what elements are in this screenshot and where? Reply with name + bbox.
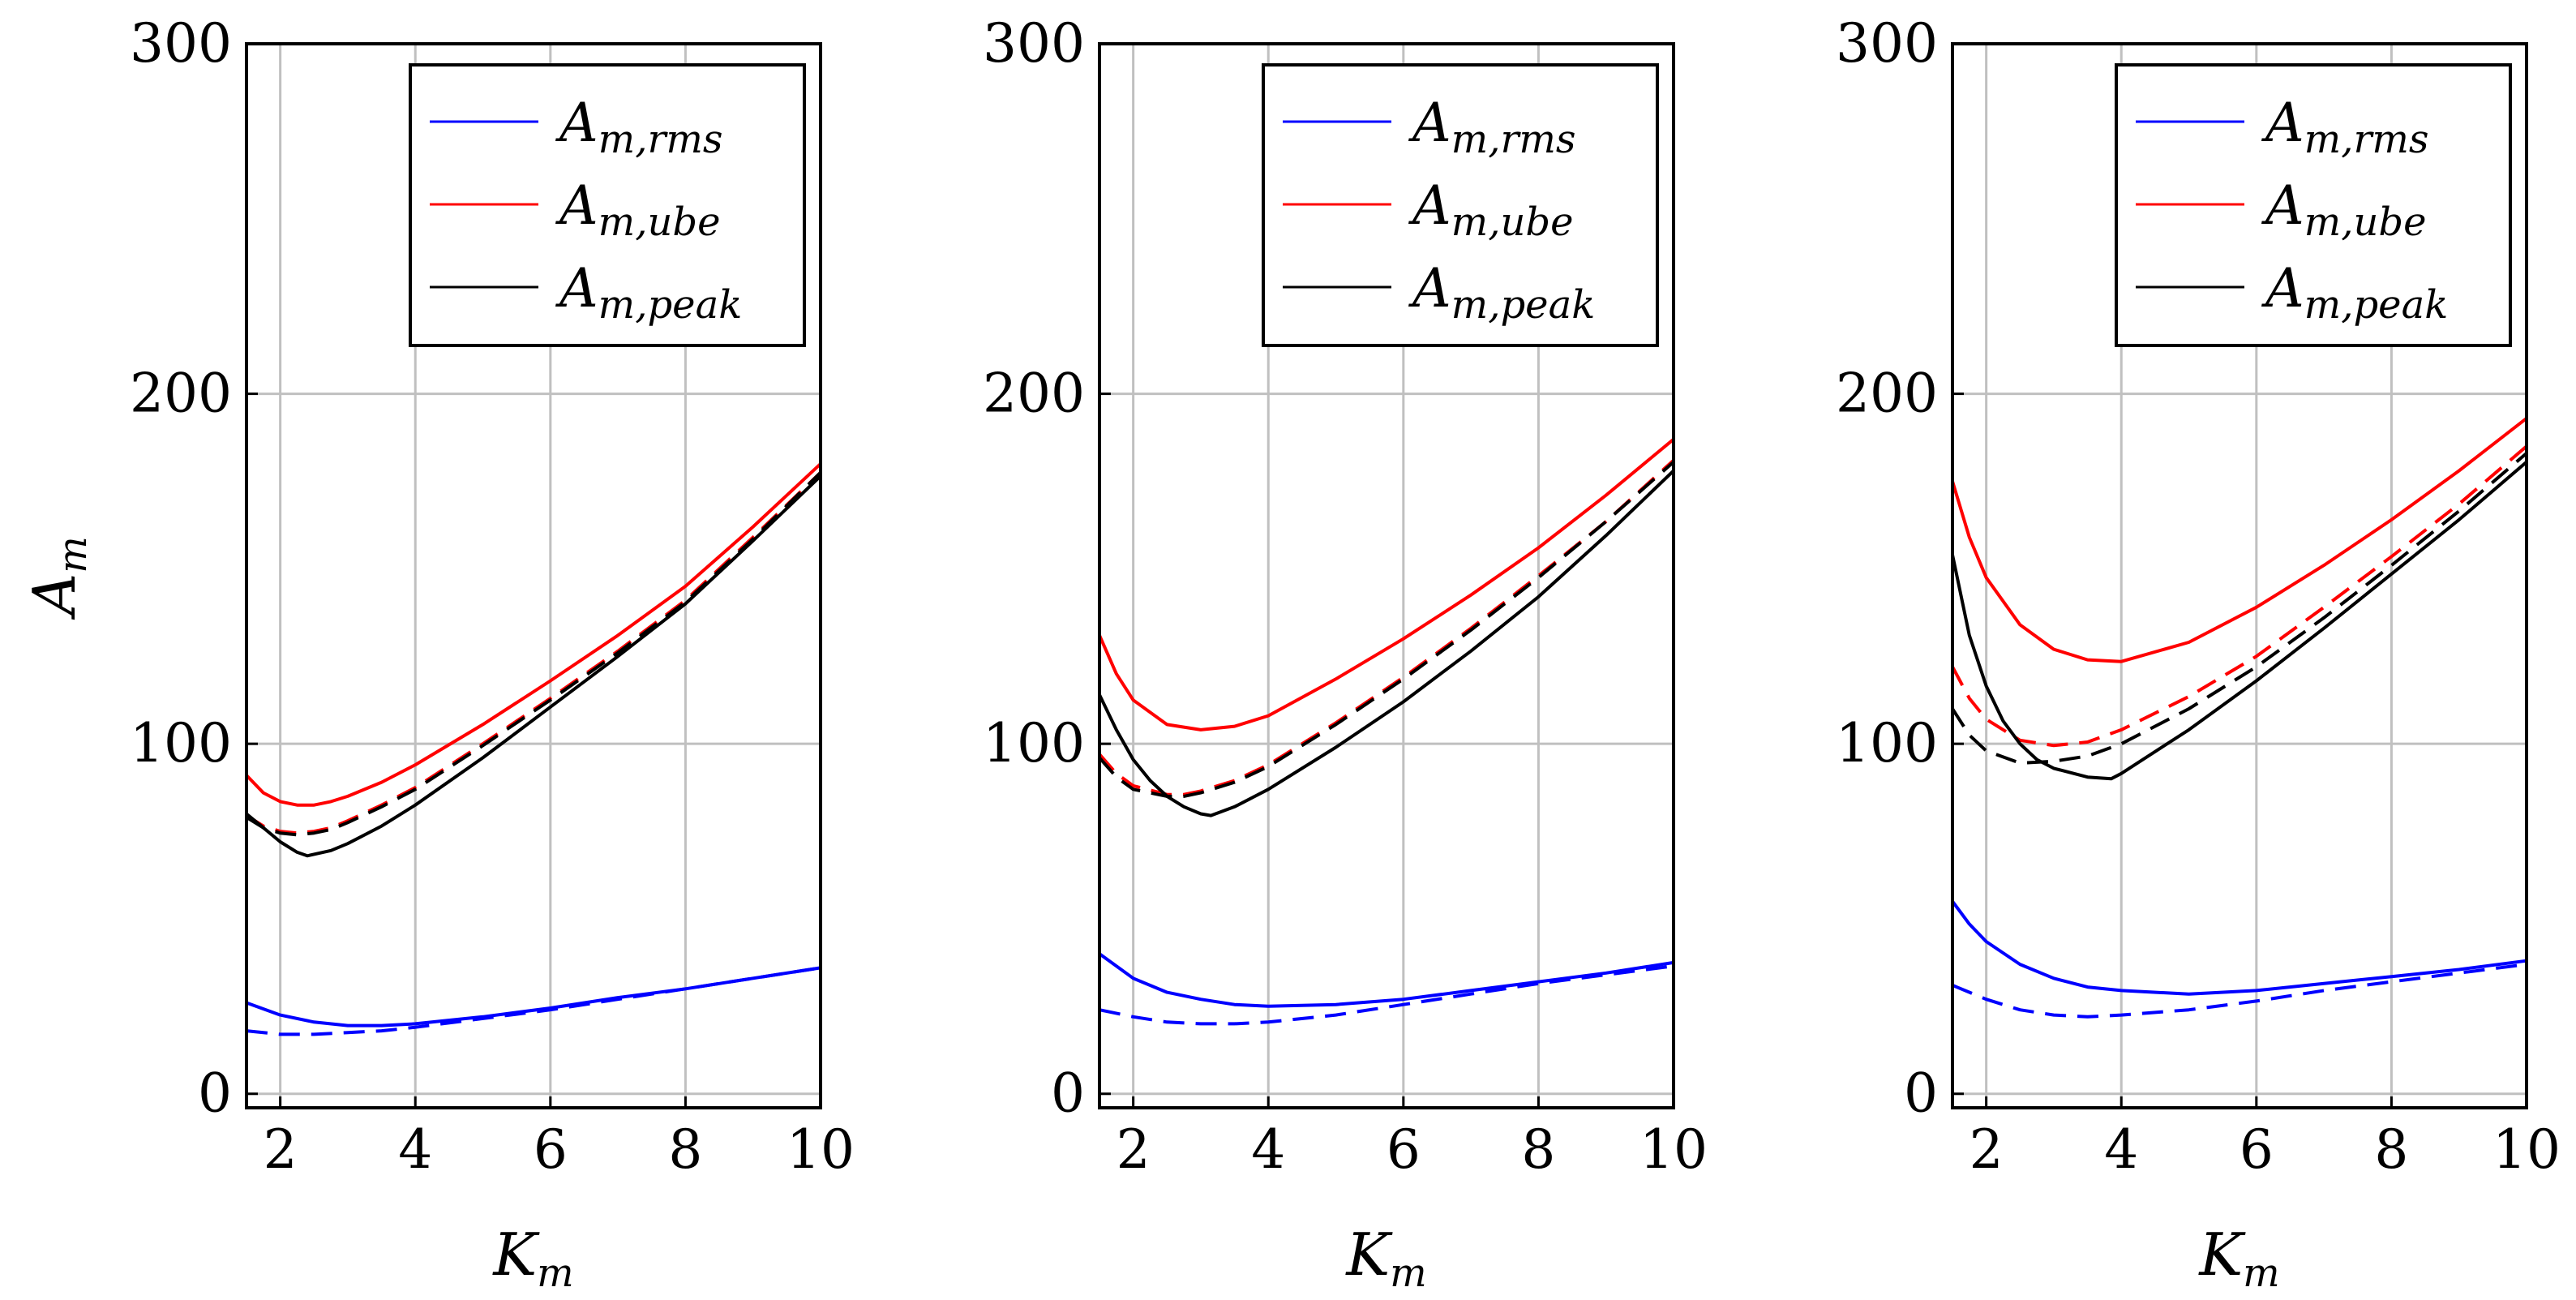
- legend-label-rms: Am,rms: [2261, 92, 2429, 162]
- legend: Am,rms Am,ube Am,peak: [2115, 63, 2512, 347]
- series-group: [1951, 417, 2528, 1019]
- legend-label-rms: Am,rms: [555, 92, 723, 162]
- x-tick-label: 4: [2104, 1118, 2138, 1181]
- y-tick-label: 100: [1836, 712, 1938, 774]
- y-tick-label: 300: [130, 12, 232, 75]
- series-line-a-m-ube: [245, 462, 822, 807]
- y-tick-label: 300: [1836, 12, 1938, 75]
- x-tick-label: 6: [1387, 1118, 1421, 1181]
- y-tick-label: 300: [983, 12, 1085, 75]
- series-line-a-m-ube: [1098, 438, 1675, 732]
- y-tick-label: 0: [1051, 1062, 1085, 1125]
- x-tick-label: 10: [1639, 1118, 1708, 1181]
- x-axis-label: Km: [491, 1221, 573, 1296]
- x-tick-label: 10: [2492, 1118, 2561, 1181]
- y-axis-label: Am: [20, 536, 96, 620]
- x-tick-label: 8: [2374, 1118, 2408, 1181]
- plot-frame: [245, 42, 822, 1109]
- y-tick-label: 200: [983, 363, 1085, 425]
- x-tick-label: 2: [1970, 1118, 2004, 1181]
- y-tick-label: 200: [1836, 363, 1938, 425]
- series-line-a-m-rms: [1951, 900, 2527, 996]
- x-tick-label: 4: [1251, 1118, 1285, 1181]
- x-tick-label: 6: [2240, 1118, 2274, 1181]
- series-group: [1098, 438, 1675, 1026]
- series-line-a-m-peak: [245, 474, 822, 858]
- y-tick-label: 100: [983, 712, 1085, 774]
- legend-label-ube: Am,ube: [2261, 174, 2427, 245]
- x-tick-label: 10: [787, 1118, 855, 1181]
- series-line-a-m-ube: [1951, 417, 2528, 663]
- x-tick-label: 8: [668, 1118, 702, 1181]
- legend-label-ube: Am,ube: [555, 174, 721, 245]
- series-line-a-m-rms-dashed: [1099, 964, 1674, 1026]
- x-axis-label: Km: [2197, 1221, 2279, 1296]
- series-group: [245, 462, 822, 1036]
- plot-frame: [1098, 42, 1675, 1109]
- plot-frame: [1951, 42, 2528, 1109]
- x-tick-label: 4: [398, 1118, 432, 1181]
- series-line-a-m-peak: [1951, 461, 2528, 781]
- legend: Am,rms Am,ube Am,peak: [1262, 63, 1659, 347]
- legend-label-peak: Am,peak: [1408, 257, 1595, 328]
- x-tick-label: 2: [1117, 1118, 1151, 1181]
- legend-label-peak: Am,peak: [2261, 257, 2448, 328]
- y-tick-label: 0: [198, 1062, 232, 1125]
- legend-label-peak: Am,peak: [555, 257, 742, 328]
- legend: Am,rms Am,ube Am,peak: [409, 63, 806, 347]
- series-line-a-m-rms-dashed: [246, 966, 821, 1036]
- y-tick-label: 0: [1904, 1062, 1938, 1125]
- series-line-a-m-rms: [1098, 952, 1674, 1008]
- x-tick-label: 8: [1521, 1118, 1555, 1181]
- series-line-a-m-rms: [246, 966, 821, 1028]
- y-tick-label: 200: [130, 363, 232, 425]
- series-line-a-m-peak-dashed: [245, 471, 822, 837]
- x-tick-label: 2: [264, 1118, 298, 1181]
- series-line-a-m-peak: [1098, 470, 1675, 817]
- x-axis-label: Km: [1344, 1221, 1426, 1296]
- legend-label-ube: Am,ube: [1408, 174, 1574, 245]
- y-tick-label: 100: [130, 712, 232, 774]
- series-line-a-m-rms-dashed: [1952, 963, 2527, 1019]
- legend-label-rms: Am,rms: [1408, 92, 1576, 162]
- x-tick-label: 6: [534, 1118, 568, 1181]
- series-line-a-m-peak-dashed: [1098, 461, 1675, 798]
- series-line-a-m-ube-dashed: [1951, 444, 2528, 748]
